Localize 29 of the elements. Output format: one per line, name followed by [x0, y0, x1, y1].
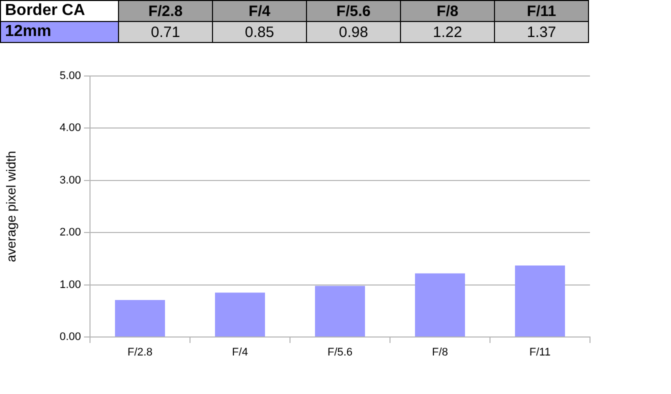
data-label: 1.22 [400, 22, 494, 42]
data-label: 0.71 [118, 22, 212, 42]
bar [215, 292, 265, 336]
category-label: F/8 [436, 2, 458, 20]
bar [415, 273, 465, 336]
x-tick-label: F/8 [432, 346, 448, 359]
y-tick-label: 5.00 [60, 70, 81, 82]
category-label: F/2.8 [148, 2, 183, 20]
bar [315, 286, 365, 336]
x-tick-label: F/2.8 [127, 346, 153, 359]
x-tick-label: F/11 [529, 346, 551, 359]
x-tick-label: F/4 [232, 346, 248, 359]
x-tick-label: F/5.6 [327, 346, 353, 359]
category-label: F/4 [248, 2, 270, 20]
y-tick-label: 1.00 [60, 278, 81, 291]
bar [515, 265, 565, 336]
bar [115, 300, 165, 336]
y-tick-label: 4.00 [60, 122, 81, 134]
data-label: 1.37 [494, 22, 588, 42]
data-label: 0.85 [212, 22, 306, 42]
y-tick-label: 0.00 [60, 331, 81, 344]
text: 12mm [0, 22, 118, 42]
y-tick-label: 2.00 [60, 226, 81, 239]
category-label: F/5.6 [336, 2, 371, 20]
y-tick-label: 3.00 [60, 174, 81, 186]
y-axis-title: average pixel width [3, 150, 18, 262]
chart-title: Border CA [0, 0, 118, 22]
data-label: 0.98 [306, 22, 400, 42]
category-label: F/11 [526, 2, 556, 20]
